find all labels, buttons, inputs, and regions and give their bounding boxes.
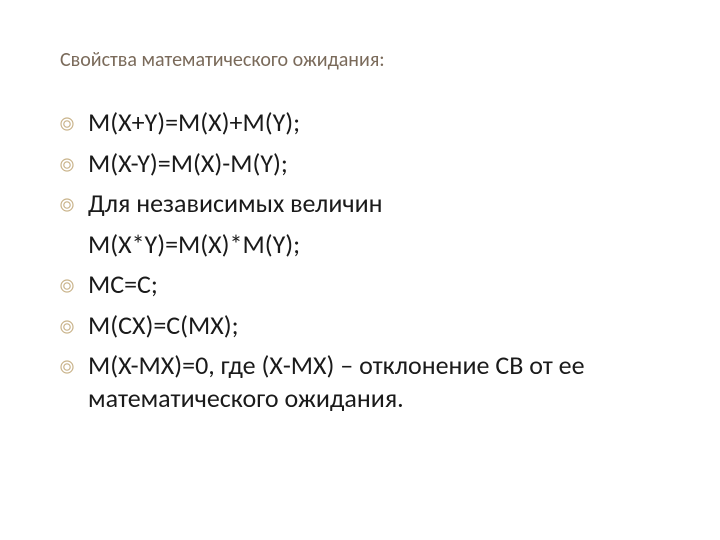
item-text: M(X-Y)=M(X)-M(Y); bbox=[88, 147, 288, 180]
item-text: M(X*Y)=M(X)*M(Y); bbox=[88, 228, 300, 261]
bullet-icon bbox=[60, 192, 88, 212]
item-text: M(CX)=C(MX); bbox=[88, 309, 239, 342]
item-text: M(X-MX)=0, где (Х-МХ) – отклонение СВ от… bbox=[88, 349, 660, 414]
list-item: M(X+Y)=M(X)+M(Y); bbox=[60, 106, 660, 139]
item-text: Для независимых величин bbox=[88, 187, 383, 220]
item-text: MC=C; bbox=[88, 268, 158, 301]
bullet-icon bbox=[60, 111, 88, 131]
list-item: M(CX)=C(MX); bbox=[60, 309, 660, 342]
bullet-icon bbox=[60, 152, 88, 172]
slide-content: M(X+Y)=M(X)+M(Y); M(X-Y)=M(X)-M(Y); Для … bbox=[60, 106, 660, 414]
slide-title: Свойства математического ожидания: bbox=[60, 48, 660, 72]
slide: Свойства математического ожидания: M(X+Y… bbox=[0, 0, 720, 540]
bullet-icon bbox=[60, 273, 88, 293]
list-item-continuation: M(X*Y)=M(X)*M(Y); bbox=[60, 228, 660, 261]
list-item: M(X-Y)=M(X)-M(Y); bbox=[60, 147, 660, 180]
bullet-icon bbox=[60, 314, 88, 334]
item-text: M(X+Y)=M(X)+M(Y); bbox=[88, 106, 300, 139]
list-item: M(X-MX)=0, где (Х-МХ) – отклонение СВ от… bbox=[60, 349, 660, 414]
list-item: Для независимых величин bbox=[60, 187, 660, 220]
bullet-icon bbox=[60, 354, 88, 374]
list-item: MC=C; bbox=[60, 268, 660, 301]
